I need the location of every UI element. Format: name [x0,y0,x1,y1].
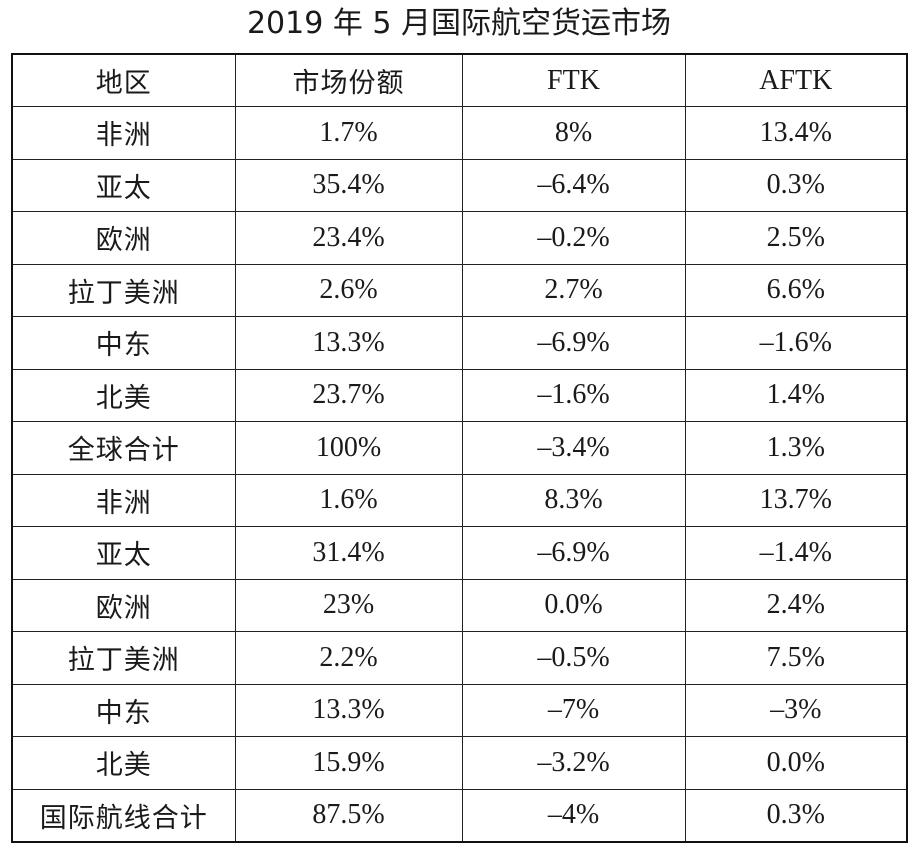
cell-ftk: –4% [461,788,686,842]
cell-ftk: –6.9% [461,526,686,580]
column-header-region: 地区 [11,53,236,107]
cell-region: 亚太 [11,158,236,212]
cell-region: 拉丁美洲 [11,263,236,317]
cell-ftk: –3.2% [461,736,686,790]
column-header-market-share: 市场份额 [234,53,463,107]
cell-region: 拉丁美洲 [11,631,236,685]
table-row: 中东 13.3% –7% –3% [11,683,908,737]
cell-aftk: 1.3% [684,421,908,475]
cell-region: 全球合计 [11,421,236,475]
cell-aftk: 0.3% [684,158,908,212]
cell-ftk: –1.6% [461,368,686,422]
cell-market-share: 23.7% [234,368,463,422]
cell-aftk: 13.7% [684,473,908,527]
cell-aftk: 1.4% [684,368,908,422]
table-row: 非洲 1.6% 8.3% 13.7% [11,473,908,527]
table-row: 拉丁美洲 2.6% 2.7% 6.6% [11,263,908,317]
cell-aftk: 2.4% [684,578,908,632]
table-row: 欧洲 23% 0.0% 2.4% [11,578,908,632]
table-row: 拉丁美洲 2.2% –0.5% 7.5% [11,631,908,685]
cell-market-share: 13.3% [234,316,463,370]
cell-region: 国际航线合计 [11,788,236,842]
cell-market-share: 1.6% [234,473,463,527]
cell-market-share: 100% [234,421,463,475]
cell-market-share: 13.3% [234,683,463,737]
cell-region: 欧洲 [11,578,236,632]
cell-market-share: 15.9% [234,736,463,790]
cell-ftk: –6.4% [461,158,686,212]
cell-ftk: 8% [461,106,686,160]
table-row: 北美 23.7% –1.6% 1.4% [11,368,908,422]
table-row: 北美 15.9% –3.2% 0.0% [11,736,908,790]
cell-region: 欧洲 [11,211,236,265]
cell-aftk: –1.4% [684,526,908,580]
cell-region: 非洲 [11,106,236,160]
cell-market-share: 2.6% [234,263,463,317]
table-row: 中东 13.3% –6.9% –1.6% [11,316,908,370]
cell-ftk: –0.2% [461,211,686,265]
cell-aftk: 7.5% [684,631,908,685]
cell-region: 中东 [11,316,236,370]
cell-ftk: –0.5% [461,631,686,685]
table-row: 亚太 35.4% –6.4% 0.3% [11,158,908,212]
table-header-row: 地区 市场份额 FTK AFTK [11,53,908,107]
cell-market-share: 23.4% [234,211,463,265]
cell-ftk: –3.4% [461,421,686,475]
table-row: 全球合计 100% –3.4% 1.3% [11,421,908,475]
table-row: 国际航线合计 87.5% –4% 0.3% [11,788,908,842]
cell-market-share: 1.7% [234,106,463,160]
cell-market-share: 2.2% [234,631,463,685]
cell-aftk: –1.6% [684,316,908,370]
cell-aftk: 2.5% [684,211,908,265]
table-row: 非洲 1.7% 8% 13.4% [11,106,908,160]
cell-market-share: 23% [234,578,463,632]
cell-aftk: 0.0% [684,736,908,790]
cell-region: 北美 [11,736,236,790]
table-row: 亚太 31.4% –6.9% –1.4% [11,526,908,580]
page-title: 2019 年 5 月国际航空货运市场 [246,6,672,41]
cell-region: 中东 [11,683,236,737]
cell-ftk: 2.7% [461,263,686,317]
cell-ftk: –6.9% [461,316,686,370]
cell-ftk: –7% [461,683,686,737]
cell-ftk: 0.0% [461,578,686,632]
cell-aftk: 6.6% [684,263,908,317]
cell-aftk: –3% [684,683,908,737]
cell-ftk: 8.3% [461,473,686,527]
column-header-ftk: FTK [461,53,686,107]
cell-market-share: 87.5% [234,788,463,842]
cell-region: 非洲 [11,473,236,527]
air-cargo-market-table: 地区 市场份额 FTK AFTK 非洲 1.7% 8% 13.4% 亚太 35.… [11,53,908,843]
cell-aftk: 0.3% [684,788,908,842]
cell-region: 亚太 [11,526,236,580]
cell-market-share: 31.4% [234,526,463,580]
cell-aftk: 13.4% [684,106,908,160]
column-header-aftk: AFTK [684,53,908,107]
table-row: 欧洲 23.4% –0.2% 2.5% [11,211,908,265]
cell-region: 北美 [11,368,236,422]
cell-market-share: 35.4% [234,158,463,212]
